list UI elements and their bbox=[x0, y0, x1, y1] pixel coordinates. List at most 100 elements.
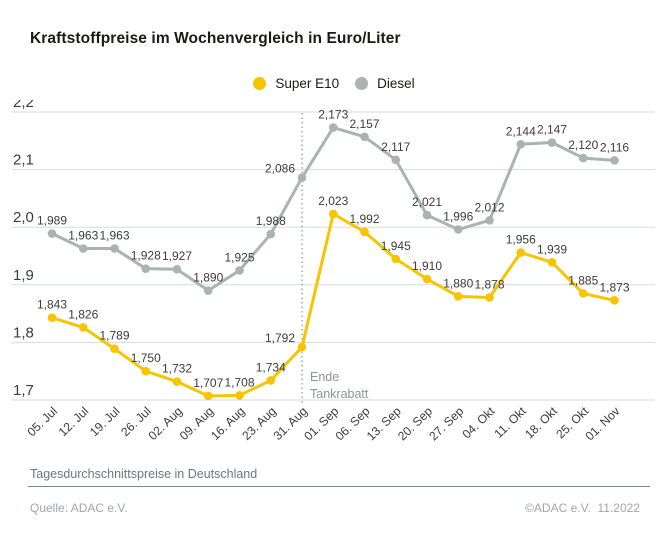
super-e10-value-label: 1,708 bbox=[224, 375, 254, 389]
x-tick-label: 04. Okt bbox=[460, 404, 498, 442]
diesel-value-label: 2,147 bbox=[537, 123, 567, 137]
super-e10-value-label: 1,885 bbox=[568, 273, 598, 287]
diesel-point bbox=[516, 139, 526, 149]
diesel-point bbox=[547, 138, 557, 147]
super-e10-point bbox=[172, 377, 182, 386]
diesel-value-label: 2,086 bbox=[265, 162, 295, 176]
super-e10-value-label: 1,873 bbox=[599, 280, 629, 294]
x-tick-label: 18. Okt bbox=[522, 404, 560, 442]
super-e10-point bbox=[78, 323, 88, 332]
diesel-value-label: 2,117 bbox=[381, 140, 410, 154]
super-e10-dot-icon bbox=[253, 77, 267, 90]
diesel-point bbox=[141, 264, 151, 273]
diesel-value-label: 2,116 bbox=[600, 140, 629, 154]
x-tick-label: 09. Aug bbox=[177, 404, 216, 443]
super-e10-value-label: 1,956 bbox=[506, 233, 536, 247]
diesel-point bbox=[328, 123, 338, 132]
x-tick-label: 12. Jul bbox=[56, 404, 92, 439]
super-e10-point bbox=[485, 293, 494, 302]
super-e10-point bbox=[141, 366, 151, 376]
diesel-value-label: 1,890 bbox=[193, 271, 223, 285]
legend-item-super-e10: Super E10 bbox=[253, 76, 339, 91]
y-tick-label: 2,2 bbox=[13, 100, 34, 111]
diesel-point bbox=[78, 244, 88, 253]
chart-title: Kraftstoffpreise im Wochenvergleich in E… bbox=[30, 30, 401, 47]
super-e10-point bbox=[360, 227, 369, 237]
x-tick-label: 27. Sep bbox=[426, 404, 466, 443]
chart-legend: Super E10 Diesel bbox=[0, 76, 668, 91]
super-e10-point bbox=[453, 292, 463, 301]
legend-label-diesel: Diesel bbox=[377, 76, 415, 91]
super-e10-value-label: 1,910 bbox=[412, 259, 442, 273]
super-e10-point bbox=[610, 296, 619, 305]
diesel-point bbox=[203, 286, 213, 295]
diesel-point bbox=[297, 173, 307, 182]
diesel-value-label: 2,012 bbox=[474, 200, 504, 214]
diesel-value-label: 2,021 bbox=[412, 195, 442, 209]
super-e10-value-label: 1,826 bbox=[68, 307, 98, 321]
diesel-value-label: 1,925 bbox=[224, 250, 254, 264]
diesel-value-label: 1,927 bbox=[162, 249, 192, 263]
diesel-value-label: 2,120 bbox=[568, 138, 598, 152]
diesel-point bbox=[422, 210, 432, 220]
super-e10-value-label: 1,732 bbox=[162, 362, 192, 376]
diesel-value-label: 2,173 bbox=[318, 108, 348, 122]
super-e10-value-label: 1,789 bbox=[99, 329, 129, 343]
super-e10-value-label: 1,945 bbox=[381, 239, 411, 253]
x-tick-label: 01. Nov bbox=[583, 403, 624, 443]
tankrabatt-annotation: Tankrabatt bbox=[310, 387, 369, 401]
y-tick-label: 1,7 bbox=[13, 382, 34, 399]
diesel-value-label: 1,963 bbox=[99, 229, 129, 243]
footer-divider bbox=[28, 486, 650, 487]
y-tick-label: 2,1 bbox=[13, 152, 34, 169]
diesel-value-label: 1,963 bbox=[68, 229, 98, 243]
super-e10-value-label: 1,843 bbox=[37, 298, 67, 312]
y-tick-label: 2,0 bbox=[13, 209, 34, 226]
x-tick-label: 05. Jul bbox=[25, 404, 61, 439]
diesel-line bbox=[50, 126, 616, 293]
diesel-point bbox=[235, 266, 244, 275]
diesel-value-label: 2,144 bbox=[506, 124, 536, 138]
super-e10-value-label: 1,939 bbox=[537, 242, 567, 256]
x-tick-label: 02. Aug bbox=[146, 404, 185, 443]
super-e10-point bbox=[516, 248, 526, 257]
super-e10-value-label: 1,992 bbox=[349, 212, 379, 226]
diesel-point bbox=[485, 215, 494, 225]
diesel-point bbox=[47, 229, 57, 238]
tankrabatt-annotation: Ende bbox=[310, 370, 339, 384]
diesel-point bbox=[172, 264, 182, 274]
super-e10-point bbox=[297, 342, 307, 352]
y-tick-label: 1,8 bbox=[13, 324, 34, 341]
diesel-value-label: 1,989 bbox=[37, 214, 67, 228]
diesel-point bbox=[610, 156, 619, 165]
diesel-point bbox=[391, 155, 401, 165]
diesel-value-label: 1,996 bbox=[443, 210, 473, 224]
legend-label-super-e10: Super E10 bbox=[275, 76, 340, 91]
super-e10-point bbox=[391, 254, 401, 264]
super-e10-value-label: 1,707 bbox=[193, 376, 223, 390]
super-e10-point bbox=[422, 274, 432, 284]
super-e10-point bbox=[578, 289, 588, 298]
super-e10-point bbox=[547, 258, 557, 267]
super-e10-value-label: 2,023 bbox=[318, 194, 348, 208]
super-e10-value-label: 1,792 bbox=[265, 331, 295, 345]
x-tick-label: 16. Aug bbox=[208, 404, 247, 443]
y-tick-label: 1,9 bbox=[13, 267, 34, 284]
diesel-point bbox=[453, 225, 463, 234]
legend-item-diesel: Diesel bbox=[355, 76, 415, 91]
copyright-text: ©ADAC e.V. 11.2022 bbox=[525, 501, 640, 515]
diesel-dot-icon bbox=[355, 77, 369, 90]
super-e10-point bbox=[328, 209, 338, 219]
x-tick-label: 23. Aug bbox=[239, 404, 278, 443]
super-e10-point bbox=[203, 391, 213, 401]
super-e10-value-label: 1,734 bbox=[256, 360, 286, 374]
diesel-value-label: 1,928 bbox=[131, 249, 161, 263]
diesel-point bbox=[360, 132, 369, 142]
super-e10-point bbox=[235, 391, 244, 400]
diesel-point bbox=[110, 244, 119, 253]
source-text: Quelle: ADAC e.V. bbox=[30, 501, 128, 515]
chart-footnote: Tagesdurchschnittspreise in Deutschland bbox=[30, 467, 258, 481]
super-e10-point bbox=[110, 344, 119, 354]
